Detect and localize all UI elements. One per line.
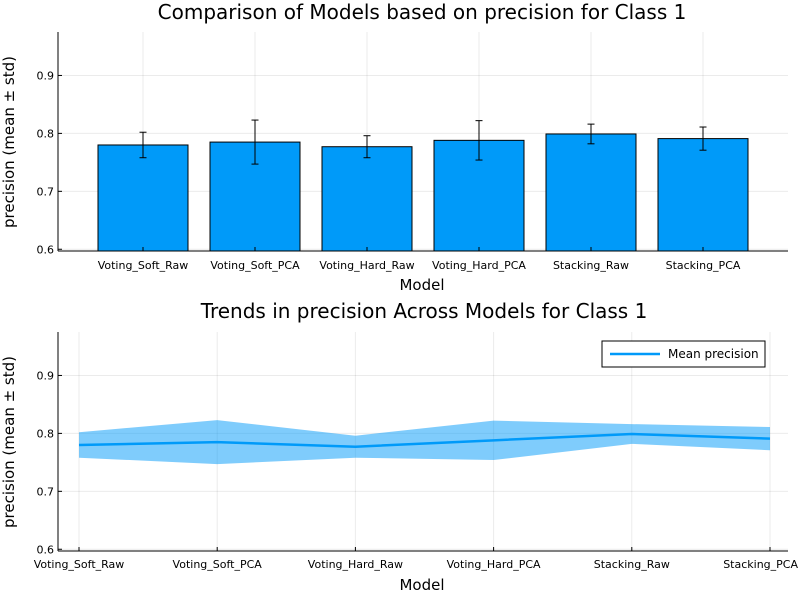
bar-chart-x-tick-label: Voting_Hard_Raw — [319, 259, 414, 272]
bar — [321, 146, 413, 252]
line-chart-y-tick-label: 0.7 — [37, 485, 55, 498]
bar-chart-x-ticks: Voting_Soft_Raw Voting_Soft_PCA Voting_Har… — [98, 247, 741, 272]
line-chart-y-tick-label: 0.6 — [37, 543, 55, 556]
bar-chart-axes — [57, 32, 788, 252]
bar-chart-x-tick-label: Voting_Soft_PCA — [210, 259, 300, 272]
line-chart-std-band — [79, 420, 770, 465]
bar — [545, 133, 637, 252]
line-chart-y-ticks: 0.6 0.7 0.8 0.9 — [37, 369, 62, 556]
bar-chart-x-tick-label: Stacking_Raw — [553, 259, 629, 272]
line-chart-x-tick-label: Voting_Hard_PCA — [447, 558, 541, 571]
bar — [97, 144, 189, 252]
bar-chart-x-tick-label: Voting_Soft_Raw — [98, 259, 189, 272]
line-chart-legend: Mean precision — [601, 340, 766, 368]
line-chart-y-tick-label: 0.8 — [37, 427, 55, 440]
legend-label: Mean precision — [668, 347, 759, 361]
line-chart-series — [78, 432, 771, 448]
bar-chart-y-tick-label: 0.9 — [37, 69, 55, 82]
mean-precision-line — [78, 432, 771, 448]
bar-chart-title: Comparison of Models based on precision … — [158, 0, 687, 24]
line-chart-y-tick-label: 0.9 — [37, 369, 55, 382]
line-chart-x-tick-label: Voting_Soft_Raw — [34, 558, 125, 571]
bar-chart-error-bars — [139, 119, 707, 165]
line-chart-x-ticks: Voting_Soft_Raw Voting_Soft_PCA Voting_Har… — [34, 547, 798, 571]
bar-chart-y-tick-label: 0.7 — [37, 185, 55, 198]
std-band-area — [79, 420, 770, 465]
bar-chart-bars — [97, 133, 749, 252]
line-chart-panel: Trends in precision Across Models for Cl… — [0, 299, 798, 594]
bar-chart-x-axis-label: Model — [399, 276, 444, 294]
bar-chart-panel: Comparison of Models based on precision … — [0, 0, 788, 294]
line-chart-title: Trends in precision Across Models for Cl… — [200, 299, 648, 323]
line-chart-axes — [57, 332, 788, 552]
line-chart-x-tick-label: Voting_Soft_PCA — [173, 558, 263, 571]
bar-chart-y-tick-label: 0.8 — [37, 127, 55, 140]
line-chart-x-tick-label: Stacking_Raw — [594, 558, 670, 571]
bar-chart-y-ticks: 0.6 0.7 0.8 0.9 — [37, 69, 62, 256]
line-chart-x-tick-label: Voting_Hard_Raw — [308, 558, 403, 571]
line-chart-x-axis-label: Model — [399, 576, 444, 594]
bar-chart-x-tick-label: Voting_Hard_PCA — [432, 259, 526, 272]
line-chart-x-tick-label: Stacking_PCA — [723, 558, 798, 571]
bar-chart-y-tick-label: 0.6 — [37, 243, 55, 256]
bar-chart-x-tick-label: Stacking_PCA — [666, 259, 741, 272]
line-chart-y-axis-label: precision (mean ± std) — [0, 356, 18, 528]
bar — [657, 138, 749, 252]
bar-chart-y-axis-label: precision (mean ± std) — [0, 56, 18, 228]
